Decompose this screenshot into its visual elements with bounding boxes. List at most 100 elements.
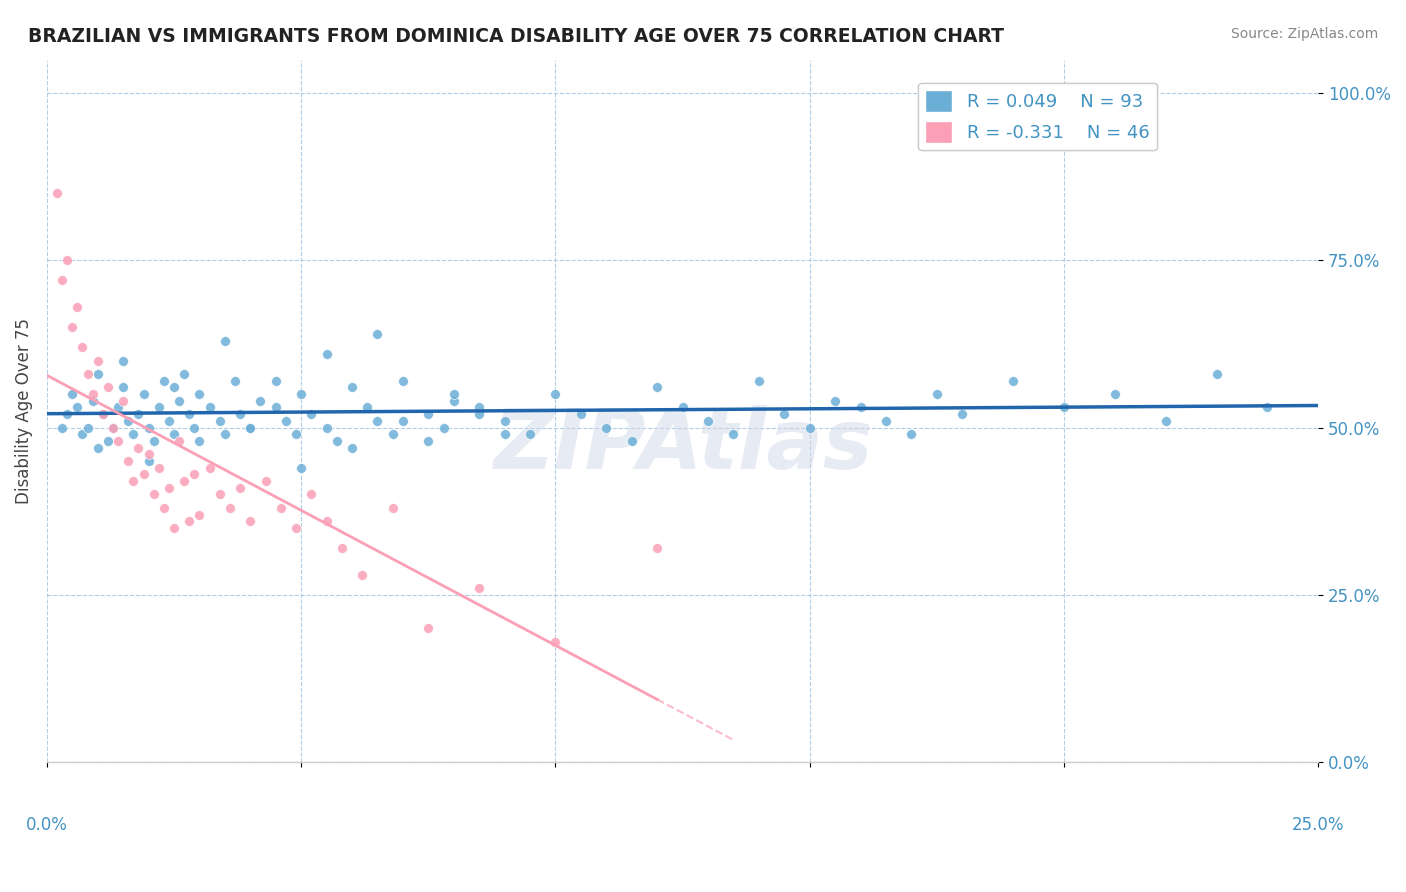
Point bbox=[112, 380, 135, 394]
Point bbox=[494, 427, 516, 442]
Point bbox=[239, 514, 262, 528]
Point bbox=[97, 434, 120, 448]
Point bbox=[56, 253, 79, 268]
Point bbox=[900, 427, 922, 442]
Point bbox=[157, 481, 180, 495]
Point bbox=[468, 401, 491, 415]
Text: ZIPAtlas: ZIPAtlas bbox=[494, 406, 872, 486]
Point bbox=[1205, 367, 1227, 381]
Point bbox=[163, 521, 186, 535]
Point bbox=[697, 414, 720, 428]
Point bbox=[167, 434, 190, 448]
Point bbox=[773, 407, 796, 421]
Point bbox=[1002, 374, 1025, 388]
Point bbox=[188, 434, 211, 448]
Point bbox=[392, 374, 415, 388]
Point bbox=[122, 427, 145, 442]
Point bbox=[418, 407, 440, 421]
Y-axis label: Disability Age Over 75: Disability Age Over 75 bbox=[15, 318, 32, 504]
Point bbox=[101, 420, 124, 434]
Text: 0.0%: 0.0% bbox=[25, 815, 67, 834]
Text: BRAZILIAN VS IMMIGRANTS FROM DOMINICA DISABILITY AGE OVER 75 CORRELATION CHART: BRAZILIAN VS IMMIGRANTS FROM DOMINICA DI… bbox=[28, 27, 1004, 45]
Point bbox=[330, 541, 353, 555]
Point bbox=[519, 427, 541, 442]
Point bbox=[208, 487, 231, 501]
Point bbox=[239, 420, 262, 434]
Point bbox=[214, 427, 236, 442]
Point bbox=[107, 401, 129, 415]
Point bbox=[925, 387, 948, 401]
Text: 25.0%: 25.0% bbox=[1292, 815, 1344, 834]
Point bbox=[340, 441, 363, 455]
Point bbox=[875, 414, 897, 428]
Point bbox=[76, 367, 98, 381]
Point bbox=[157, 414, 180, 428]
Point bbox=[163, 427, 186, 442]
Point bbox=[249, 393, 271, 408]
Point bbox=[214, 334, 236, 348]
Point bbox=[153, 374, 176, 388]
Point bbox=[66, 401, 89, 415]
Point bbox=[799, 420, 821, 434]
Point bbox=[153, 500, 176, 515]
Point bbox=[51, 420, 73, 434]
Point bbox=[418, 621, 440, 635]
Point bbox=[285, 521, 308, 535]
Point bbox=[188, 508, 211, 522]
Point bbox=[167, 393, 190, 408]
Point bbox=[219, 500, 242, 515]
Point bbox=[544, 387, 567, 401]
Point bbox=[179, 514, 201, 528]
Point bbox=[569, 407, 592, 421]
Point bbox=[66, 300, 89, 314]
Point bbox=[163, 380, 186, 394]
Point bbox=[60, 387, 83, 401]
Point bbox=[264, 401, 287, 415]
Point bbox=[60, 320, 83, 334]
Point bbox=[645, 380, 668, 394]
Point bbox=[352, 567, 374, 582]
Point bbox=[148, 460, 170, 475]
Point bbox=[392, 414, 415, 428]
Point bbox=[112, 353, 135, 368]
Point bbox=[595, 420, 617, 434]
Point bbox=[112, 393, 135, 408]
Point bbox=[299, 487, 322, 501]
Point bbox=[179, 407, 201, 421]
Point bbox=[91, 407, 114, 421]
Point bbox=[356, 401, 378, 415]
Point bbox=[315, 514, 337, 528]
Point bbox=[183, 420, 205, 434]
Point bbox=[229, 407, 252, 421]
Point bbox=[224, 374, 246, 388]
Point bbox=[132, 387, 155, 401]
Point bbox=[544, 634, 567, 648]
Point bbox=[443, 387, 465, 401]
Point bbox=[468, 407, 491, 421]
Point bbox=[107, 434, 129, 448]
Point bbox=[127, 407, 149, 421]
Point bbox=[366, 414, 388, 428]
Point bbox=[188, 387, 211, 401]
Point bbox=[183, 467, 205, 482]
Point bbox=[72, 340, 94, 354]
Point bbox=[274, 414, 297, 428]
Point bbox=[87, 367, 110, 381]
Point bbox=[1053, 401, 1076, 415]
Point bbox=[56, 407, 79, 421]
Point bbox=[950, 407, 973, 421]
Point bbox=[340, 380, 363, 394]
Point bbox=[87, 441, 110, 455]
Point bbox=[46, 186, 69, 201]
Point bbox=[138, 420, 160, 434]
Point bbox=[122, 474, 145, 488]
Point bbox=[381, 500, 404, 515]
Point bbox=[91, 407, 114, 421]
Point bbox=[264, 374, 287, 388]
Point bbox=[1154, 414, 1177, 428]
Point bbox=[82, 387, 104, 401]
Point bbox=[82, 393, 104, 408]
Point bbox=[239, 420, 262, 434]
Point bbox=[254, 474, 277, 488]
Point bbox=[87, 353, 110, 368]
